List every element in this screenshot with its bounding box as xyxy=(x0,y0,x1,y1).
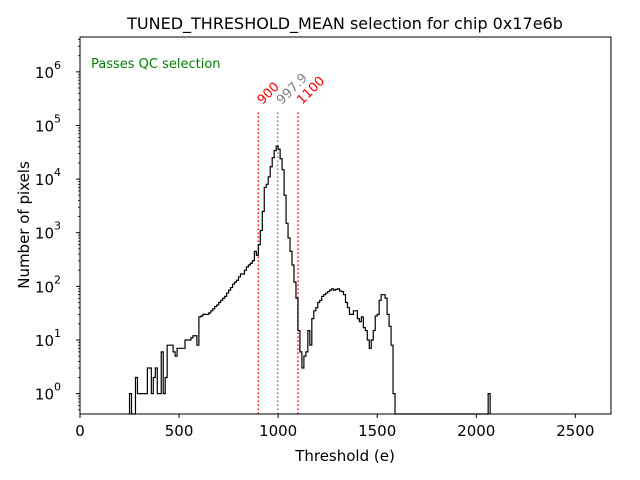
y-tick-base: 10 xyxy=(35,386,54,404)
y-tick-exponent: 1 xyxy=(54,327,61,340)
y-tick-base: 10 xyxy=(35,278,54,296)
x-axis-ticks: 0 500 1000 1500 2000 2500 xyxy=(75,414,594,440)
y-axis-label: Number of pixels xyxy=(15,161,33,289)
y-tick-label: 10 6 xyxy=(35,59,61,82)
y-tick-exponent: 4 xyxy=(54,166,61,179)
y-tick-label: 10 0 xyxy=(35,381,61,404)
chart-title: TUNED_THRESHOLD_MEAN selection for chip … xyxy=(126,14,563,34)
y-tick-label: 10 2 xyxy=(35,273,61,296)
y-tick-label: 10 5 xyxy=(35,112,61,135)
y-tick-base: 10 xyxy=(35,64,54,82)
y-tick-exponent: 5 xyxy=(54,112,61,125)
y-tick-exponent: 2 xyxy=(54,273,61,286)
x-tick-label: 2000 xyxy=(457,422,495,440)
x-tick-label: 1000 xyxy=(259,422,297,440)
y-tick-base: 10 xyxy=(35,332,54,350)
y-tick-base: 10 xyxy=(35,225,54,243)
y-tick-base: 10 xyxy=(35,117,54,135)
x-tick-label: 2500 xyxy=(556,422,594,440)
y-tick-label: 10 4 xyxy=(35,166,61,189)
x-axis-label: Threshold (e) xyxy=(294,447,395,465)
axes-frame xyxy=(79,36,612,415)
qc-pass-annotation: Passes QC selection xyxy=(91,57,221,72)
x-tick-label: 1500 xyxy=(358,422,396,440)
x-tick-label: 500 xyxy=(165,422,194,440)
y-tick-exponent: 6 xyxy=(54,59,61,72)
y-tick-exponent: 0 xyxy=(54,381,61,394)
y-tick-label: 10 1 xyxy=(35,327,61,350)
y-tick-exponent: 3 xyxy=(54,220,61,233)
x-tick-label: 0 xyxy=(75,422,85,440)
y-tick-label: 10 3 xyxy=(35,220,61,243)
y-tick-base: 10 xyxy=(35,171,54,189)
